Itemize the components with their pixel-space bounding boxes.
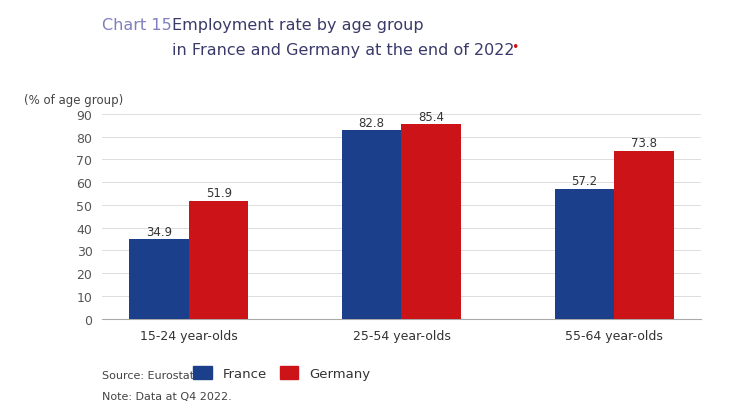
Bar xyxy=(189,201,248,319)
Text: Note: Data at Q4 2022.: Note: Data at Q4 2022. xyxy=(102,391,232,401)
Text: 82.8: 82.8 xyxy=(358,116,385,129)
Bar xyxy=(129,240,189,319)
Text: (% of age group): (% of age group) xyxy=(24,93,123,106)
Bar xyxy=(555,189,614,319)
Text: •: • xyxy=(511,41,518,54)
Text: 85.4: 85.4 xyxy=(418,110,445,124)
Text: 51.9: 51.9 xyxy=(206,187,231,200)
Text: in France and Germany at the end of 2022: in France and Germany at the end of 2022 xyxy=(172,43,514,58)
Text: Chart 15: Chart 15 xyxy=(102,18,172,34)
Bar xyxy=(342,131,402,319)
Bar xyxy=(614,151,674,319)
Text: 57.2: 57.2 xyxy=(572,175,597,187)
Text: Source: Eurostat.: Source: Eurostat. xyxy=(102,371,198,380)
Legend: France, Germany: France, Germany xyxy=(193,366,370,380)
Text: 73.8: 73.8 xyxy=(631,137,657,150)
Text: 34.9: 34.9 xyxy=(146,225,172,238)
Text: Employment rate by age group: Employment rate by age group xyxy=(172,18,423,34)
Bar xyxy=(402,125,461,319)
